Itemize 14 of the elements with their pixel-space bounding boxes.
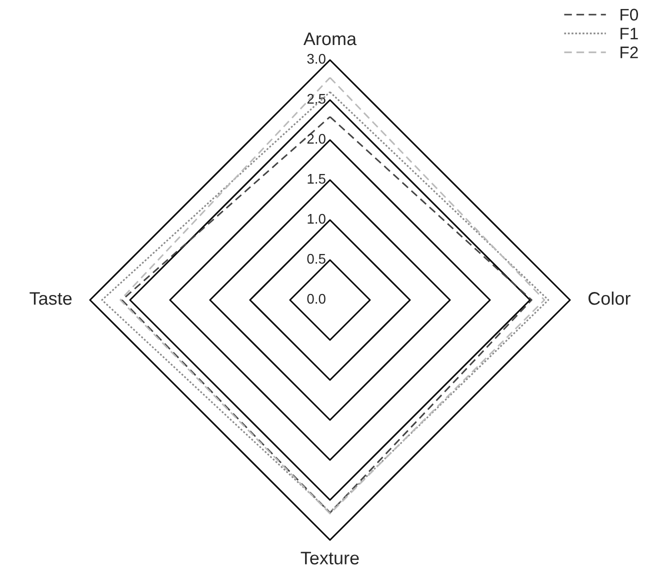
legend-label: F0 [620, 8, 638, 21]
y-tick-label: 0.0 [307, 294, 326, 304]
spoke-label: Taste [30, 292, 72, 305]
y-tick-label: 1.5 [308, 174, 326, 184]
y-tick-label: 2.0 [307, 134, 326, 144]
y-tick-label: 0.5 [307, 254, 326, 264]
spoke-label: Texture [300, 552, 359, 564]
y-tick-label: 2.5 [307, 94, 326, 104]
legend-label: F2 [620, 46, 638, 58]
spoke-label: Aroma [303, 32, 357, 46]
spoke-label: Color [588, 292, 630, 305]
y-tick-label: 1.0 [308, 214, 326, 224]
y-tick-label: 3.0 [307, 54, 326, 64]
legend-label: F1 [620, 28, 638, 40]
